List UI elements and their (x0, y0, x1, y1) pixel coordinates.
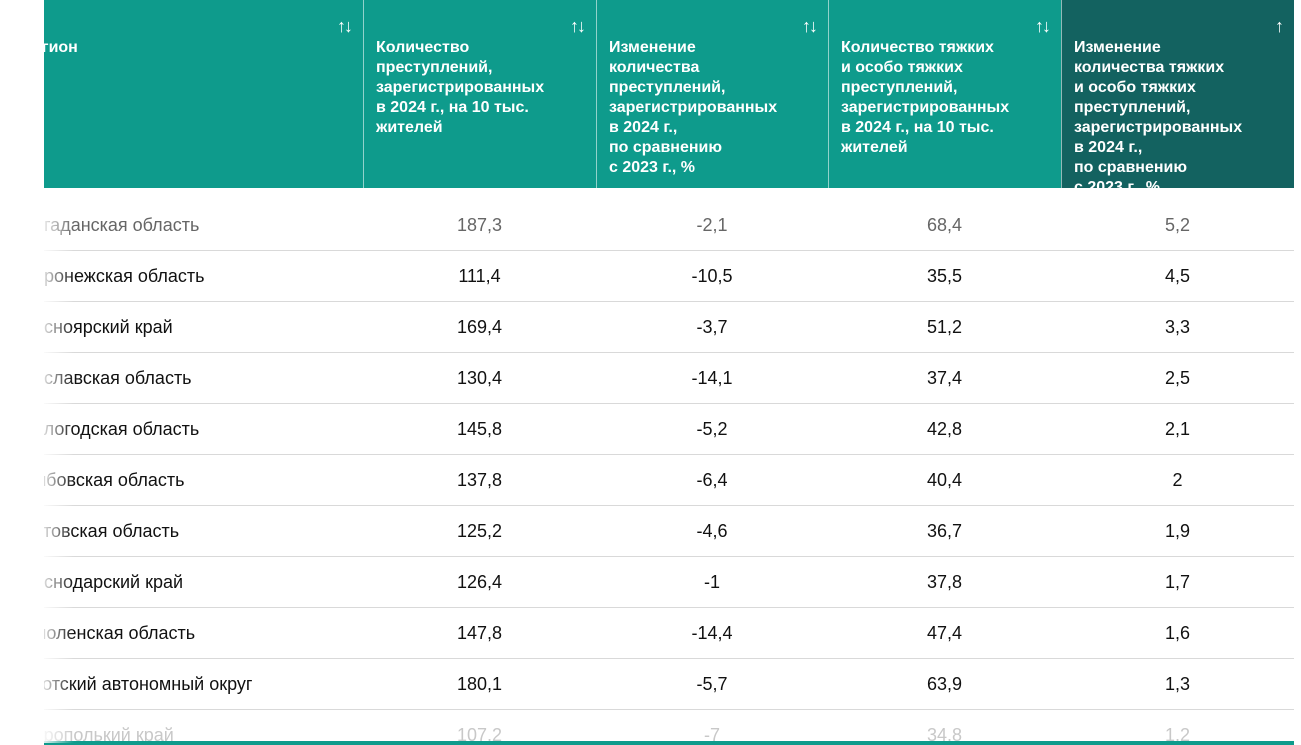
table-row: котский автономный округ 180,1 -5,7 63,9 1,3 (44, 659, 1294, 710)
grave-change-cell: 2,5 (1164, 367, 1191, 388)
crimes-per-10k-cell: 147,8 (456, 622, 503, 643)
region-name: моленская область (44, 622, 196, 643)
region-cell: оронежская область (44, 266, 363, 287)
sort-icon[interactable]: ↑↓ (570, 16, 586, 36)
crimes-change-cell: -1 (703, 571, 720, 592)
column-header-crimes-change-label: Изменение количества преступлений, зарег… (609, 39, 778, 176)
column-header-grave-change-label: Изменение количества тяжких и особо тяжк… (1074, 39, 1243, 196)
crimes-change-cell: -5,7 (696, 673, 728, 694)
column-header-crimes-per-10k[interactable]: Количество преступлений, зарегистрирован… (363, 0, 596, 188)
column-header-crimes-per-10k-label: Количество преступлений, зарегистрирован… (376, 39, 545, 136)
table-row: ославская область 130,4 -14,1 37,4 2,5 (44, 353, 1294, 404)
column-header-crimes-change[interactable]: Изменение количества преступлений, зарег… (596, 0, 828, 188)
crimes-change-cell: -5,2 (696, 418, 728, 439)
grave-per-10k-cell: 63,9 (926, 673, 963, 694)
crimes-per-10k-cell: 107,2 (456, 724, 503, 745)
region-name: оронежская область (44, 265, 205, 286)
crimes-change-cell: -6,4 (696, 469, 728, 490)
table-body: агаданская область 187,3 -2,1 68,4 5,2 оронеж… (44, 200, 1294, 745)
table-row: агаданская область 187,3 -2,1 68,4 5,2 (44, 200, 1294, 251)
crimes-per-10k-cell: 187,3 (456, 214, 503, 235)
table-row: асноярский край 169,4 -3,7 51,2 3,3 (44, 302, 1294, 353)
grave-change-cell: 1,9 (1164, 520, 1191, 541)
grave-change-cell: 2,1 (1164, 418, 1191, 439)
region-cell: асноярский край (44, 317, 363, 338)
crimes-change-cell: -14,4 (691, 622, 733, 643)
grave-per-10k-cell: 42,8 (926, 418, 963, 439)
region-cell: аснодарский край (44, 572, 363, 593)
table-row: ологодская область 145,8 -5,2 42,8 2,1 (44, 404, 1294, 455)
region-name: аснодарский край (44, 571, 184, 592)
table-row: аснодарский край 126,4 -1 37,8 1,7 (44, 557, 1294, 608)
grave-per-10k-cell: 37,4 (926, 367, 963, 388)
table-bottom-border (44, 741, 1294, 745)
sort-icon[interactable]: ↑↓ (802, 16, 818, 36)
grave-change-cell: 1,6 (1164, 622, 1191, 643)
grave-change-cell: 1,7 (1164, 571, 1191, 592)
grave-per-10k-cell: 51,2 (926, 316, 963, 337)
table-row: мбовская область 137,8 -6,4 40,4 2 (44, 455, 1294, 506)
crimes-change-cell: -7 (703, 724, 720, 745)
region-cell: котский автономный округ (44, 674, 363, 695)
crimes-per-10k-cell: 137,8 (456, 469, 503, 490)
crimes-change-cell: -14,1 (691, 367, 733, 388)
region-cell: агаданская область (44, 215, 363, 236)
column-header-grave-per-10k[interactable]: Количество тяжких и особо тяжких преступ… (828, 0, 1061, 188)
region-name: асноярский край (44, 316, 173, 337)
sort-ascending-icon[interactable]: ↑ (1275, 16, 1284, 36)
sort-icon[interactable]: ↑↓ (1035, 16, 1051, 36)
column-header-grave-change[interactable]: Изменение количества тяжких и особо тяжк… (1061, 0, 1294, 196)
table-row: стовская область 125,2 -4,6 36,7 1,9 (44, 506, 1294, 557)
table-row: моленская область 147,8 -14,4 47,4 1,6 (44, 608, 1294, 659)
column-header-region-label: егион (44, 39, 78, 56)
crimes-per-10k-cell: 111,4 (458, 265, 501, 286)
table-header: егион ↑↓ Количество преступлений, зареги… (44, 0, 1294, 196)
crimes-change-cell: -2,1 (696, 214, 728, 235)
region-cell: ославская область (44, 368, 363, 389)
grave-change-cell: 2 (1172, 469, 1183, 490)
grave-change-cell: 1,3 (1164, 673, 1191, 694)
grave-per-10k-cell: 36,7 (926, 520, 963, 541)
region-cell: моленская область (44, 623, 363, 644)
grave-change-cell: 5,2 (1164, 214, 1191, 235)
data-table: егион ↑↓ Количество преступлений, зареги… (44, 0, 1294, 745)
grave-change-cell: 1,2 (1164, 724, 1191, 745)
region-cell: врополький край (44, 725, 363, 745)
region-name: мбовская область (44, 469, 185, 490)
table-row: врополький край 107,2 -7 34,8 1,2 (44, 710, 1294, 745)
grave-change-cell: 3,3 (1164, 316, 1191, 337)
crimes-per-10k-cell: 169,4 (456, 316, 503, 337)
column-header-region[interactable]: егион ↑↓ (44, 0, 363, 188)
crimes-per-10k-cell: 125,2 (456, 520, 503, 541)
crimes-per-10k-cell: 180,1 (456, 673, 503, 694)
region-name: котский автономный округ (44, 673, 253, 694)
region-name: ославская область (44, 367, 192, 388)
region-cell: стовская область (44, 521, 363, 542)
crimes-change-cell: -10,5 (691, 265, 733, 286)
crimes-per-10k-cell: 130,4 (456, 367, 503, 388)
grave-change-cell: 4,5 (1164, 265, 1191, 286)
crimes-per-10k-cell: 145,8 (456, 418, 503, 439)
region-name: стовская область (44, 520, 180, 541)
region-name: ологодская область (44, 418, 200, 439)
grave-per-10k-cell: 68,4 (926, 214, 963, 235)
column-header-grave-per-10k-label: Количество тяжких и особо тяжких преступ… (841, 39, 1010, 156)
crimes-change-cell: -4,6 (696, 520, 728, 541)
region-cell: ологодская область (44, 419, 363, 440)
sort-icon[interactable]: ↑↓ (337, 16, 353, 36)
crimes-per-10k-cell: 126,4 (456, 571, 503, 592)
region-name: врополький край (44, 724, 174, 745)
table-row: оронежская область 111,4 -10,5 35,5 4,5 (44, 251, 1294, 302)
grave-per-10k-cell: 34,8 (926, 724, 963, 745)
region-cell: мбовская область (44, 470, 363, 491)
region-name: агаданская область (44, 214, 200, 235)
grave-per-10k-cell: 47,4 (926, 622, 963, 643)
crimes-change-cell: -3,7 (696, 316, 728, 337)
grave-per-10k-cell: 35,5 (926, 265, 963, 286)
grave-per-10k-cell: 40,4 (926, 469, 963, 490)
grave-per-10k-cell: 37,8 (926, 571, 963, 592)
